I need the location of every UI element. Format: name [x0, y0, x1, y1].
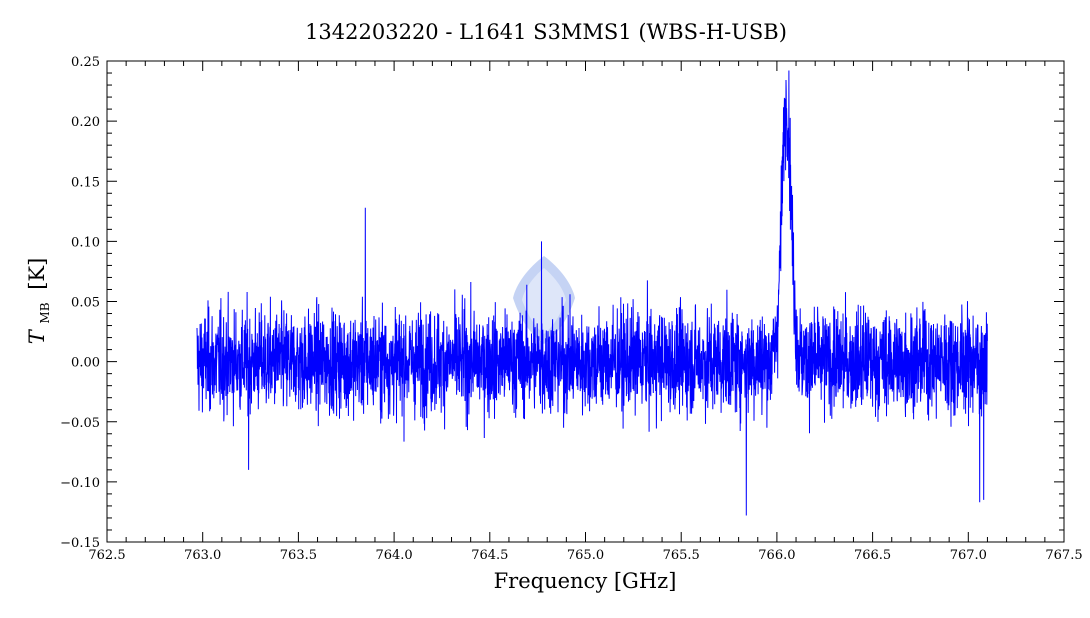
y-tick-label: 0.15 [71, 175, 100, 190]
x-tick-label: 763.0 [184, 548, 221, 563]
watermark-logo-icon [513, 256, 575, 344]
x-tick-label: 766.0 [758, 548, 795, 563]
y-axis-label-main: T [25, 328, 49, 344]
y-tick-label: 0.20 [71, 115, 100, 130]
x-tick-label: 765.0 [567, 548, 604, 563]
chart-title: 1342203220 - L1641 S3MMS1 (WBS-H-USB) [305, 20, 787, 44]
spectrum-series-line [196, 70, 988, 516]
x-tick-label: 763.5 [280, 548, 317, 563]
tick-marks [106, 60, 1065, 543]
x-tick-labels: 762.5 763.0 763.5 764.0 764.5 765.0 765.5 766.0… [88, 548, 1082, 563]
x-tick-label: 765.5 [663, 548, 700, 563]
x-tick-label: 762.5 [88, 548, 125, 563]
y-tick-labels: −0.15 −0.10 −0.05 0.00 0.05 0.10 0.15 0.20 0.25 [60, 55, 100, 551]
x-tick-label: 764.0 [375, 548, 412, 563]
svg-text:T MB [K]: T MB [K] [25, 258, 54, 345]
y-axis-label: T MB [K] [25, 258, 54, 345]
y-axis-label-sub: MB [38, 302, 52, 323]
y-tick-label: 0.05 [71, 296, 100, 311]
y-tick-label: 0.25 [71, 55, 100, 70]
y-tick-label: 0.10 [71, 235, 100, 250]
x-tick-label: 764.5 [471, 548, 508, 563]
x-tick-label: 767.0 [950, 548, 987, 563]
y-tick-label: 0.00 [71, 356, 100, 371]
y-tick-label: −0.05 [60, 416, 100, 431]
x-tick-label: 766.5 [854, 548, 891, 563]
x-axis-label: Frequency [GHz] [494, 569, 677, 593]
y-tick-label: −0.15 [60, 536, 100, 551]
plot-frame [106, 60, 1065, 543]
y-axis-label-unit: [K] [25, 258, 49, 290]
x-tick-label: 767.5 [1045, 548, 1082, 563]
y-tick-label: −0.10 [60, 476, 100, 491]
